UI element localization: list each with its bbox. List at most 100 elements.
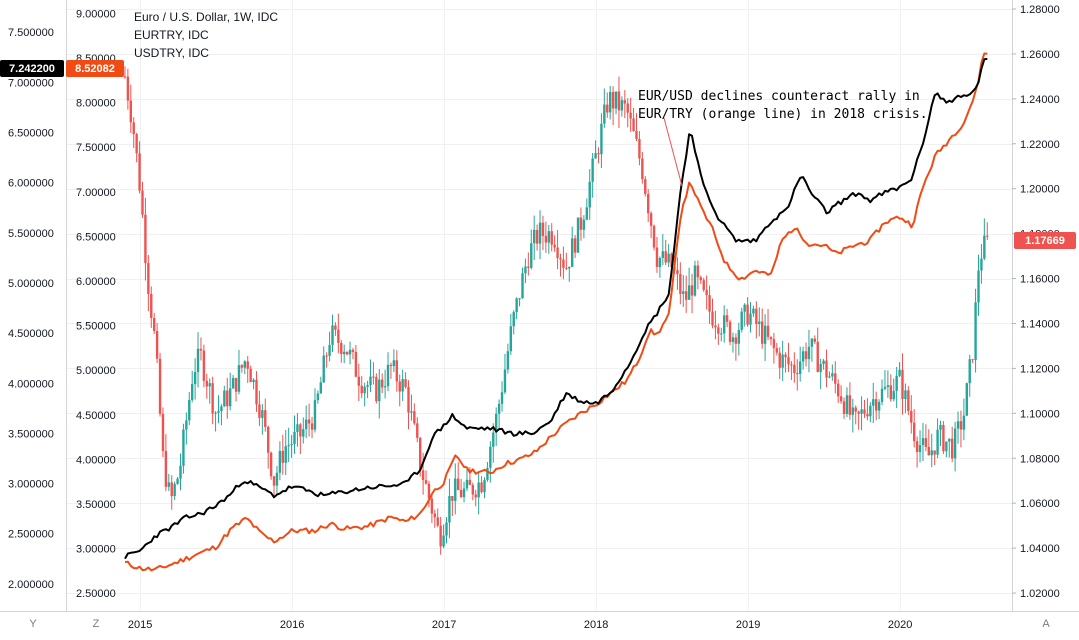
- candle-body: [477, 482, 480, 498]
- eurtry-tick-label: 6.50000: [76, 231, 116, 243]
- candle-body: [670, 253, 673, 268]
- candle-body: [462, 488, 466, 498]
- candle-body: [500, 392, 504, 404]
- eurtry-tick-label: 9.00000: [76, 8, 116, 20]
- time-tick-label: 2018: [584, 619, 608, 631]
- eurusd-axis[interactable]: 1.280001.260001.240001.220001.200001.180…: [1012, 4, 1060, 600]
- candle-body: [559, 258, 562, 260]
- legend-eurtry: EURTRY, IDC: [134, 28, 209, 42]
- candle-body: [570, 238, 574, 267]
- eurtry-tick-label: 5.50000: [76, 321, 116, 333]
- time-axis[interactable]: 2015 2016 2017 2018 2019 2020: [128, 619, 912, 631]
- candle-body: [141, 190, 144, 215]
- candle-body: [740, 311, 743, 330]
- time-tick-label: 2020: [888, 619, 912, 631]
- candle-body: [328, 344, 331, 356]
- candle-body: [538, 222, 542, 244]
- candle-body: [413, 411, 416, 424]
- candle-body: [278, 450, 282, 473]
- usdtry-last-value: 7.242200: [9, 63, 55, 75]
- candle-body: [410, 411, 413, 413]
- axis-frame: [0, 0, 1079, 612]
- candle-body: [904, 390, 907, 399]
- candle-body: [819, 364, 822, 372]
- candle-body: [509, 326, 513, 352]
- candle-body: [515, 298, 518, 313]
- eurusd-tick-label: 1.22000: [1020, 139, 1060, 151]
- z-axis-toggle-button[interactable]: Z: [93, 618, 100, 630]
- candle-body: [588, 181, 591, 208]
- candle-body: [720, 333, 723, 335]
- candle-body: [971, 359, 974, 361]
- legend: Euro / U.S. Dollar, 1W, IDC EURTRY, IDC …: [134, 10, 278, 60]
- candle-body: [445, 522, 448, 536]
- eurtry-tick-label: 3.50000: [76, 499, 116, 511]
- candle-body: [307, 419, 311, 424]
- eurusd-tick-label: 1.24000: [1020, 94, 1060, 106]
- candle-body: [366, 385, 369, 387]
- candle-body: [725, 315, 729, 322]
- candle-body: [620, 100, 624, 111]
- candle-body: [778, 352, 781, 368]
- usdtry-axis[interactable]: 7.500000 7.000000 6.500000 6.000000 5.500000…: [8, 27, 54, 591]
- candle-body: [693, 265, 697, 296]
- candle-body: [664, 251, 667, 263]
- usdtry-tick-label: 2.000000: [8, 579, 54, 591]
- candle-body: [962, 415, 966, 430]
- candle-body: [322, 355, 325, 383]
- candle-body: [275, 472, 279, 486]
- candle-body: [959, 421, 963, 430]
- candle-body: [638, 139, 641, 159]
- candle-body: [518, 298, 521, 300]
- candle-body: [150, 293, 153, 319]
- candle-body: [623, 100, 627, 104]
- candle-body: [217, 411, 220, 413]
- usdtry-tick-label: 4.500000: [8, 328, 54, 340]
- candle-body: [302, 429, 305, 437]
- candle-body: [910, 410, 913, 423]
- candle-body: [895, 375, 898, 391]
- candle-body: [863, 409, 866, 414]
- candle-body: [550, 231, 553, 245]
- candle-body: [369, 376, 372, 386]
- candle-body: [351, 349, 355, 352]
- candle-body: [386, 364, 390, 387]
- candle-body: [874, 399, 878, 411]
- candle-body: [214, 412, 217, 414]
- candle-body: [205, 380, 209, 387]
- candle-body: [442, 535, 445, 547]
- candle-body: [424, 480, 428, 484]
- candle-body: [708, 295, 711, 312]
- candle-body: [758, 321, 761, 325]
- series-lines: [124, 52, 988, 572]
- y-axis-toggle-button[interactable]: Y: [29, 618, 37, 630]
- candle-body: [492, 432, 495, 447]
- candle-body: [345, 351, 349, 355]
- candle-body: [433, 513, 437, 518]
- candle-body: [600, 123, 603, 155]
- candle-body: [211, 383, 214, 414]
- candle-body: [731, 337, 735, 342]
- candle-body: [553, 244, 556, 248]
- candle-body: [532, 229, 536, 244]
- candle-body: [822, 360, 825, 365]
- eurtry-tick-label: 7.00000: [76, 187, 116, 199]
- candle-body: [486, 467, 489, 480]
- candle-body: [155, 330, 159, 359]
- candle-body: [816, 341, 819, 372]
- candle-body: [901, 369, 904, 399]
- candle-body: [489, 446, 492, 468]
- eurtry-tick-label: 2.50000: [76, 588, 116, 600]
- candle-body: [918, 445, 922, 453]
- eurtry-axis[interactable]: 9.000008.500008.000007.500007.000006.500…: [76, 8, 116, 600]
- candle-body: [945, 441, 948, 452]
- candle-body: [860, 409, 863, 414]
- auto-scale-button[interactable]: A: [1042, 618, 1050, 630]
- candle-body: [845, 395, 849, 414]
- candle-body: [541, 222, 545, 236]
- candle-body: [226, 390, 229, 407]
- candle-body: [772, 339, 776, 349]
- candle-body: [839, 396, 843, 402]
- candle-body: [310, 423, 314, 430]
